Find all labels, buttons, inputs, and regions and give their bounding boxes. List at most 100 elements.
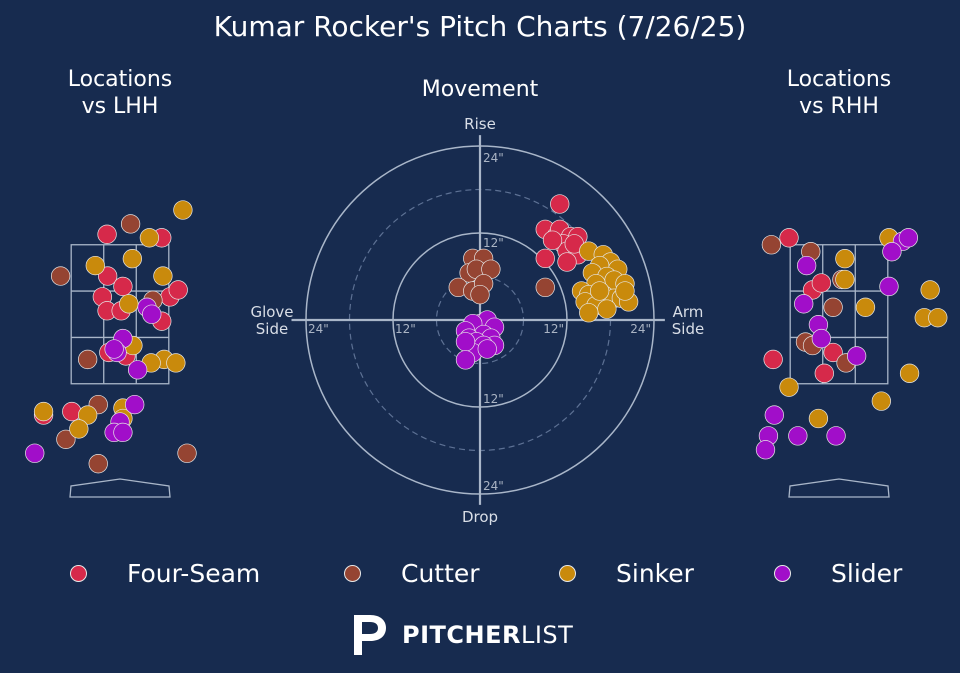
lhh-pitch-point-sinker [166, 353, 186, 373]
rhh-pitch-point-sinker [928, 308, 948, 328]
lhh-pitch-point-slider [113, 422, 133, 443]
lhh-pitch-point-slider [142, 304, 162, 324]
movement-ring-tick-label: 12" [483, 236, 504, 250]
movement-pitch-point-cutter [535, 277, 555, 298]
pitcherlist-logo: PITCHERLIST [350, 612, 573, 658]
lhh-pitch-point-four-seam [62, 401, 82, 422]
lhh-pitch-point-slider [104, 339, 124, 359]
lhh-pitch-point-sinker [122, 248, 142, 269]
rhh-pitch-point-slider [879, 276, 899, 297]
legend-swatch-sinker [559, 564, 576, 582]
lhh-pitch-point-sinker [78, 405, 98, 425]
rhh-panel-title: Locations vs RHH [739, 66, 939, 120]
movement-label-drop: Drop [462, 508, 498, 526]
movement-pitch-point-four-seam [542, 230, 563, 250]
rhh-pitch-point-four-seam [779, 228, 799, 248]
movement-label-glove-side-2: Side [256, 320, 288, 338]
pitcherlist-wordmark: PITCHERLIST [402, 621, 573, 649]
rhh-pitch-point-sinker [855, 297, 876, 317]
pitcherlist-p-icon [354, 615, 386, 655]
lhh-home-plate [69, 478, 171, 498]
rhh-panel [755, 228, 948, 498]
movement-ring-tick-label: 24" [630, 322, 651, 336]
lhh-pitch-point-sinker [119, 294, 139, 314]
movement-pitch-point-four-seam [550, 194, 570, 214]
lhh-pitch-point-sinker [69, 419, 89, 439]
rhh-pitch-point-sinker [779, 377, 799, 397]
rhh-pitch-point-sinker [920, 280, 940, 300]
movement-label-rise: Rise [464, 115, 496, 133]
legend-label-four-seam: Four-Seam [127, 558, 261, 588]
lhh-pitch-point-slider [127, 360, 148, 380]
rhh-pitch-point-four-seam [814, 363, 834, 383]
rhh-pitch-point-cutter [761, 235, 782, 255]
lhh-pitch-point-slider [125, 394, 145, 415]
movement-pitch-point-sinker [589, 281, 610, 301]
rhh-pitch-point-slider [788, 426, 808, 446]
lhh-pitch-point-cutter [120, 214, 141, 234]
movement-pitch-point-slider [477, 339, 497, 359]
rhh-pitch-point-slider [882, 242, 902, 262]
lhh-panel-title: Locations vs LHH [20, 66, 220, 120]
lhh-panel [25, 200, 197, 498]
lhh-pitch-point-slider [25, 443, 45, 463]
rhh-pitch-point-slider [755, 440, 776, 460]
lhh-pitch-point-four-seam [113, 276, 133, 297]
lhh-pitch-point-sinker [173, 200, 193, 220]
lhh-pitch-point-sinker [153, 266, 173, 286]
lhh-title-line-2: vs LHH [81, 94, 159, 119]
rhh-pitch-point-slider [811, 328, 832, 349]
lhh-pitch-point-sinker [139, 228, 160, 248]
rhh-pitch-point-four-seam [763, 349, 783, 370]
rhh-pitch-point-slider [797, 255, 817, 276]
rhh-pitch-point-sinker [899, 363, 920, 383]
legend: Four-Seam Cutter Sinker Slider [0, 555, 960, 591]
legend-item-cutter: Cutter [344, 555, 480, 591]
movement-panel-title: Movement [421, 77, 539, 102]
rhh-pitch-point-four-seam [811, 273, 832, 293]
lhh-pitch-point-cutter [56, 429, 76, 450]
rhh-pitch-point-sinker [835, 248, 855, 269]
legend-item-four-seam: Four-Seam [70, 555, 260, 591]
rhh-pitch-point-slider [826, 426, 846, 446]
lhh-strike-zone [70, 244, 170, 385]
movement-ring-tick-label: 12" [483, 392, 504, 406]
rhh-pitch-point-slider [846, 346, 867, 366]
logo-text-bold: PITCHER [402, 621, 521, 649]
movement-ring-tick-label: 24" [308, 322, 329, 336]
legend-swatch-cutter [344, 564, 361, 582]
lhh-pitch-point-four-seam [97, 224, 117, 244]
legend-label-sinker: Sinker [616, 558, 694, 588]
movement-label-arm-side-1: Arm [673, 303, 704, 321]
movement-pitch-point-slider [455, 332, 476, 352]
movement-pitch-point-slider [455, 350, 476, 370]
rhh-pitch-point-slider [794, 294, 814, 314]
movement-ring-tick-label: 24" [483, 479, 504, 493]
rhh-home-plate [788, 478, 890, 498]
movement-pitch-point-sinker [579, 303, 599, 323]
movement-label-arm-side-2: Side [672, 320, 704, 338]
logo-text-light: LIST [520, 621, 574, 649]
lhh-pitch-point-cutter [78, 349, 98, 370]
legend-item-sinker: Sinker [559, 555, 694, 591]
lhh-pitch-point-four-seam [168, 280, 188, 300]
movement-panel: 24"12"12"24"24" 12" 12" 24"RiseDropGloveSid… [250, 115, 704, 526]
lhh-pitch-point-cutter [88, 454, 108, 474]
legend-label-cutter: Cutter [401, 558, 480, 588]
lhh-pitch-point-sinker [85, 255, 105, 276]
legend-swatch-slider [774, 564, 791, 582]
lhh-pitch-point-cutter [50, 266, 71, 286]
rhh-pitch-point-sinker [871, 391, 891, 411]
rhh-pitch-point-sinker [835, 269, 855, 290]
movement-ring-tick-label: 24" [483, 151, 504, 165]
lhh-pitch-point-sinker [33, 401, 54, 422]
chart-title: Kumar Rocker's Pitch Charts (7/26/25) [213, 10, 747, 43]
lhh-pitch-point-cutter [177, 443, 197, 463]
movement-pitch-point-cutter [470, 284, 490, 305]
rhh-strike-zone [789, 244, 889, 385]
legend-item-slider: Slider [774, 555, 902, 591]
rhh-pitch-point-slider [898, 228, 919, 248]
movement-pitch-point-four-seam [535, 248, 555, 269]
legend-label-slider: Slider [831, 558, 903, 588]
